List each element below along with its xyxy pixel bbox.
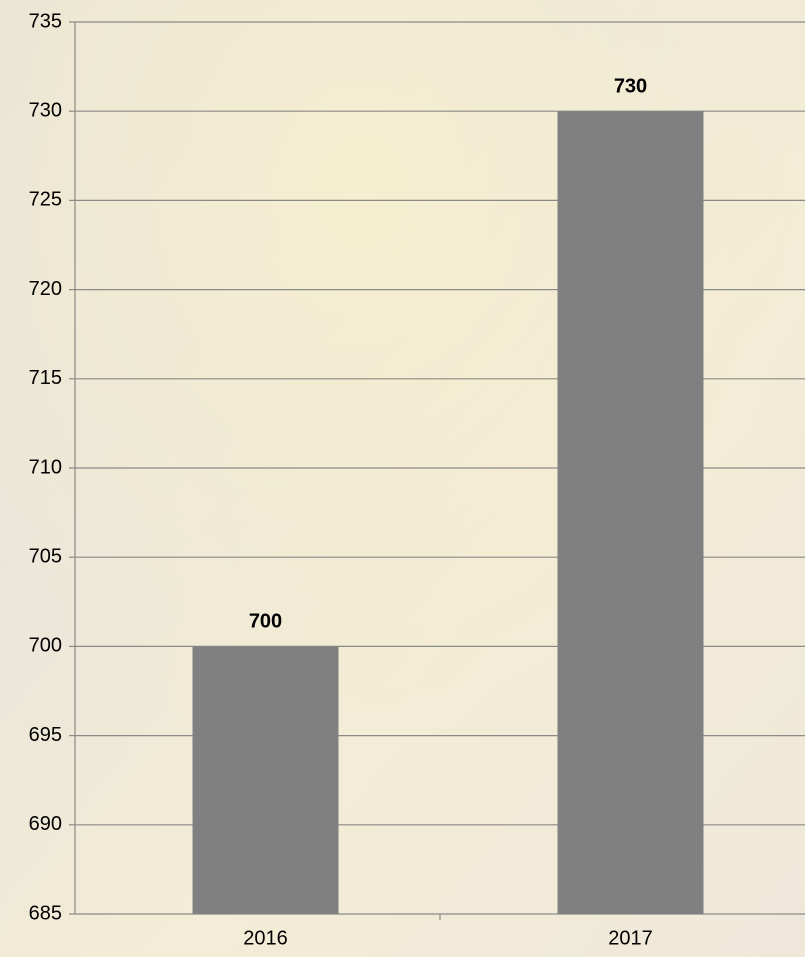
y-tick-label: 710 (29, 456, 62, 478)
x-tick-label: 2017 (608, 927, 653, 949)
plot-area: 685 690 695 700 705 710 715 720 725 730 735 2016 700… (29, 10, 805, 949)
bar (192, 646, 339, 914)
y-tick-label: 685 (29, 902, 62, 924)
y-tick-label: 690 (29, 813, 62, 835)
y-tick-label: 715 (29, 367, 62, 389)
value-label: 700 (249, 611, 282, 633)
y-tick-label: 730 (29, 99, 62, 121)
y-tick-label: 725 (29, 189, 62, 211)
bar (557, 111, 704, 914)
y-tick-label: 695 (29, 724, 62, 746)
y-tick-label: 720 (29, 278, 62, 300)
y-tick-label: 735 (29, 10, 62, 32)
x-tick-label: 2016 (243, 927, 288, 949)
value-label: 730 (614, 75, 647, 97)
y-tick-label: 705 (29, 545, 62, 567)
y-tick-label: 700 (29, 635, 62, 657)
